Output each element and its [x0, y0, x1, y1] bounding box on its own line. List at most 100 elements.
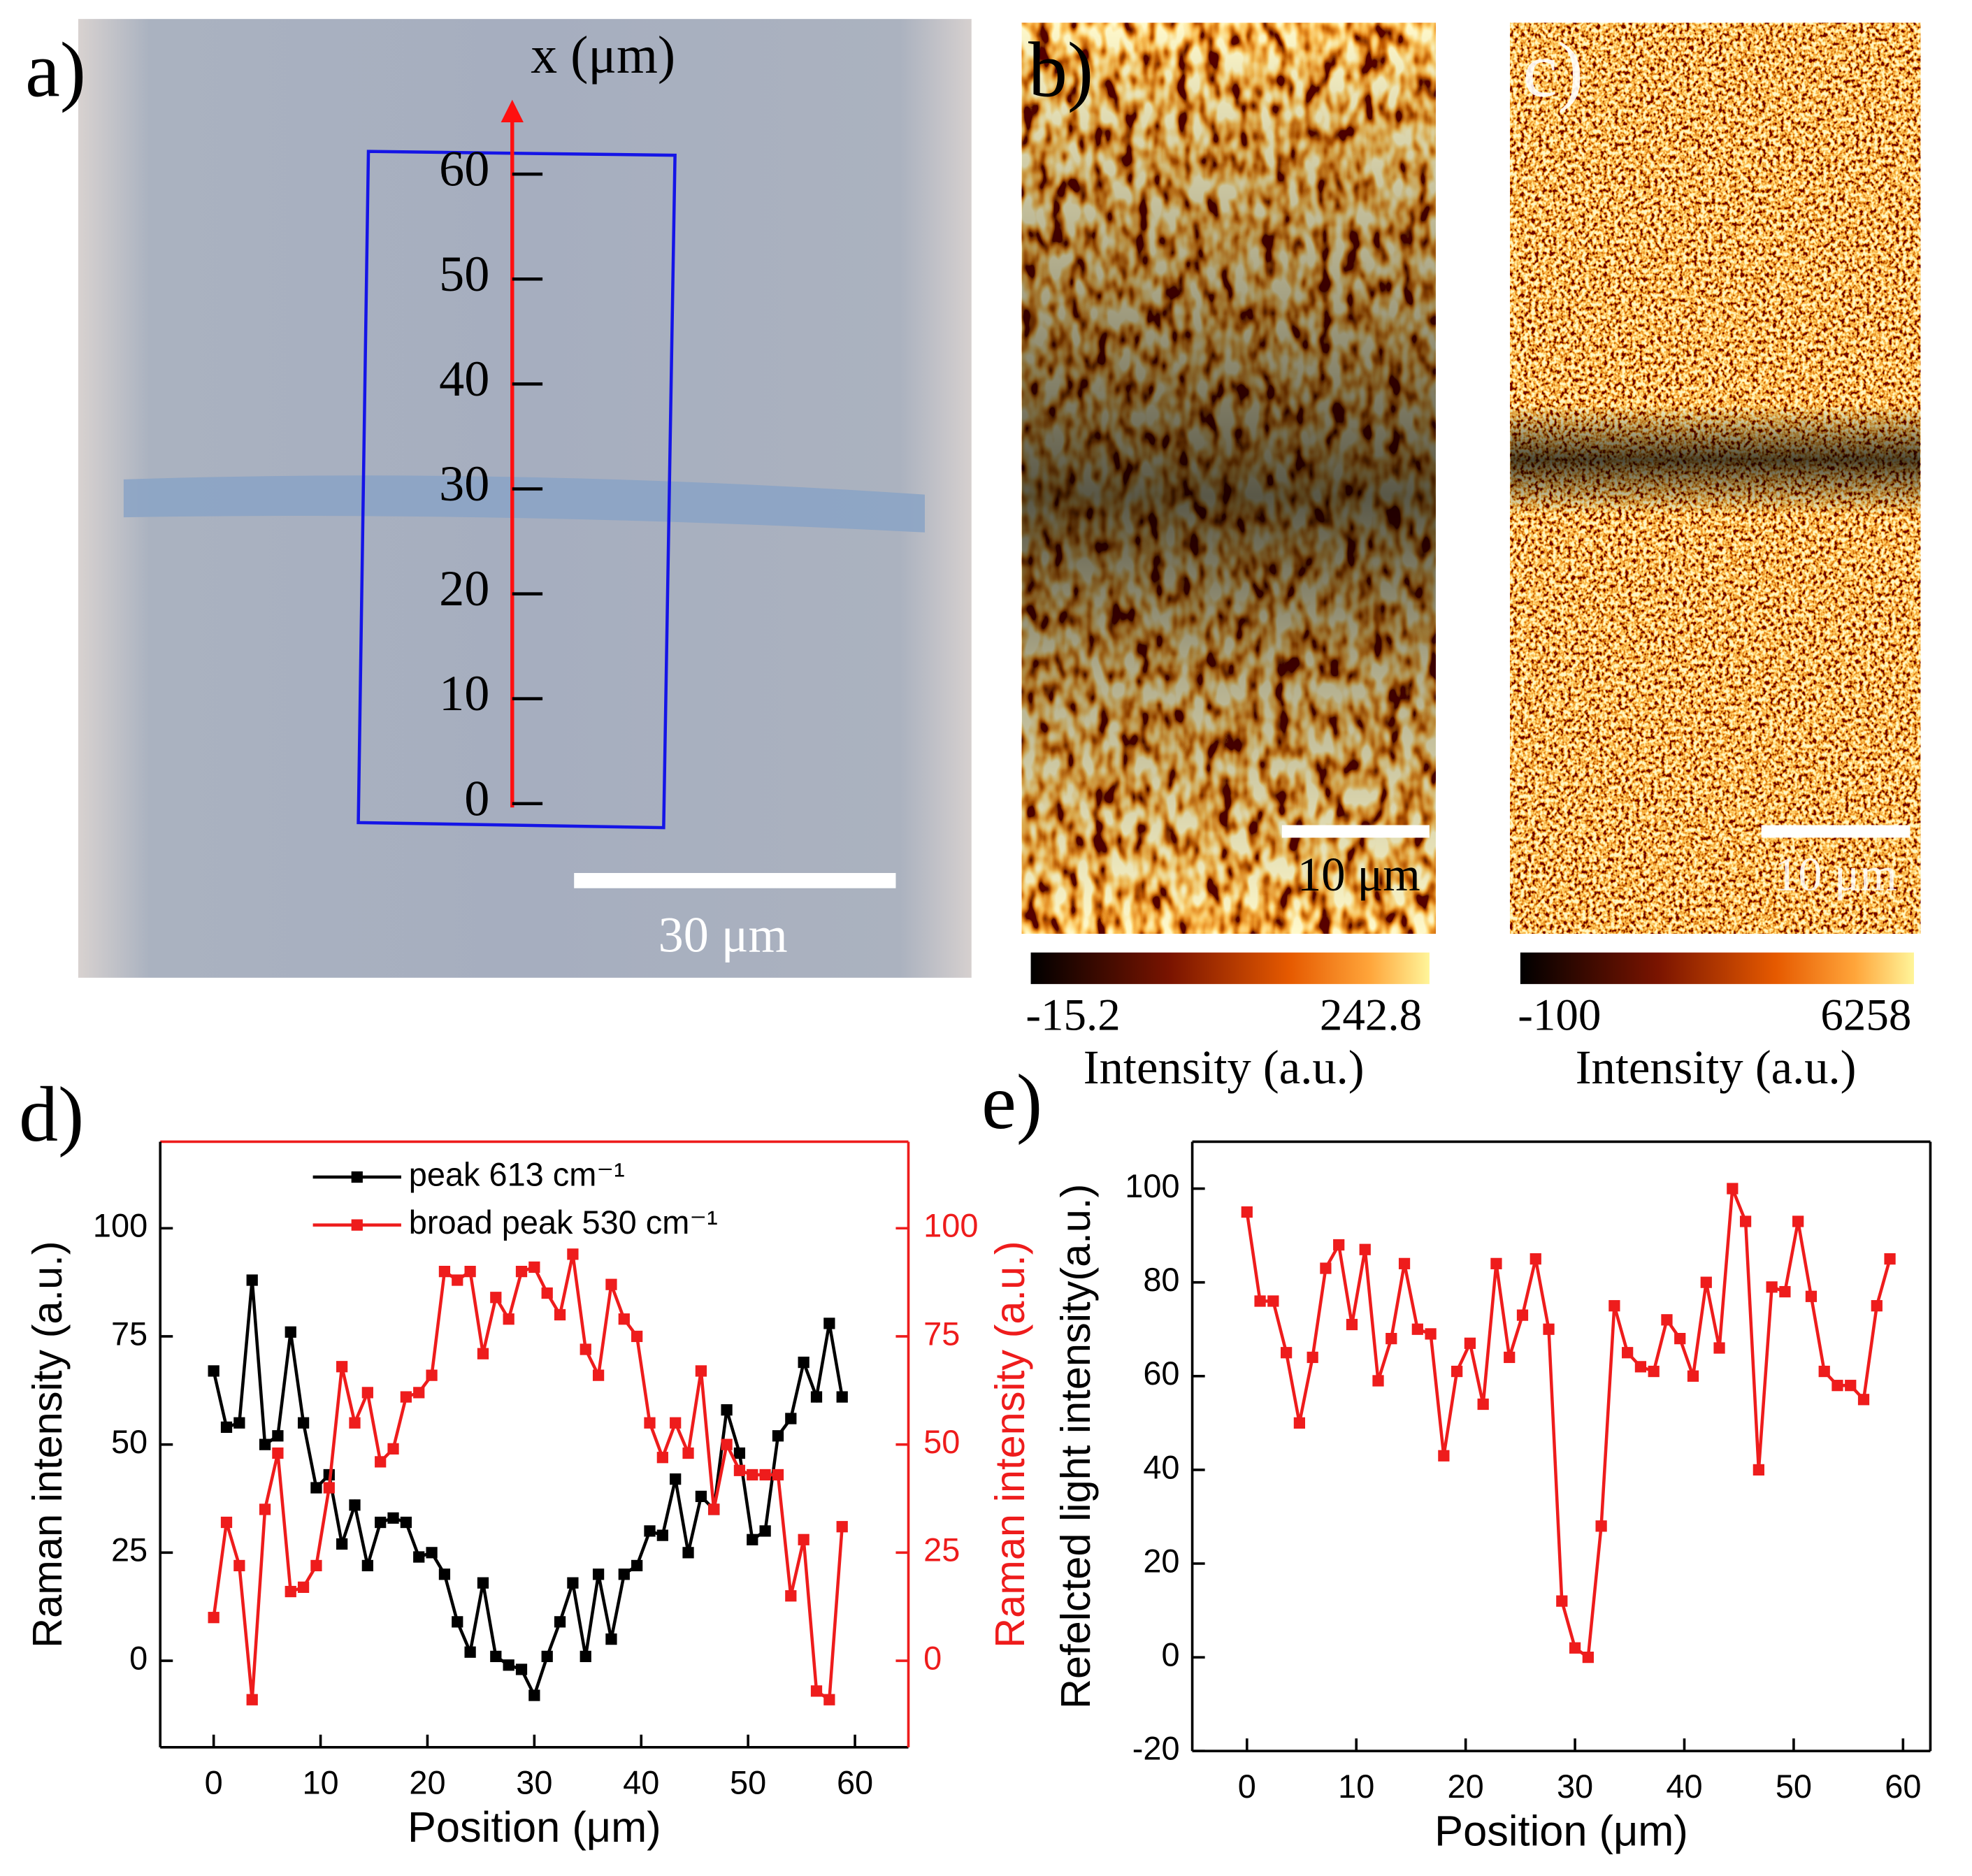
- panel-label: d): [19, 1072, 84, 1158]
- data-point: [772, 1430, 784, 1442]
- x-tick-label: 10: [1338, 1768, 1374, 1805]
- data-point: [798, 1534, 809, 1545]
- data-point: [1490, 1257, 1502, 1269]
- scan-region: [357, 150, 677, 830]
- data-point: [438, 1568, 451, 1580]
- data-point: [375, 1516, 387, 1529]
- data-point: [721, 1404, 733, 1416]
- data-point: [310, 1482, 322, 1494]
- colorbar-label: Intensity (a.u.): [1084, 1041, 1365, 1094]
- panel-label: b): [1028, 27, 1093, 114]
- data-point: [452, 1274, 463, 1286]
- y-tick-label: 40: [1143, 1449, 1179, 1485]
- scale-bar-label: 30 μm: [658, 907, 788, 962]
- data-point: [400, 1391, 412, 1403]
- data-point: [233, 1559, 245, 1572]
- x-tick-label: 20: [1448, 1768, 1484, 1805]
- data-point: [1267, 1295, 1279, 1307]
- data-point: [246, 1694, 258, 1705]
- data-point: [785, 1590, 797, 1602]
- data-point: [1464, 1337, 1476, 1349]
- data-point: [1438, 1450, 1450, 1462]
- colorbar-min: -100: [1518, 990, 1601, 1040]
- colorbar-max: 6258: [1820, 990, 1911, 1040]
- data-point: [1504, 1351, 1516, 1364]
- colorbar-min: -15.2: [1025, 990, 1120, 1040]
- data-point: [567, 1577, 579, 1589]
- data-point: [1700, 1276, 1712, 1288]
- colorbar-max: 242.8: [1320, 990, 1422, 1040]
- heatmap-band: [1510, 22, 1921, 934]
- y2-tick-label: 75: [923, 1315, 960, 1352]
- data-point: [541, 1650, 553, 1662]
- data-point: [695, 1365, 707, 1377]
- data-point: [1320, 1262, 1332, 1274]
- data-point: [1425, 1328, 1437, 1340]
- data-point: [220, 1421, 233, 1434]
- data-point: [810, 1391, 823, 1403]
- data-point: [605, 1633, 617, 1645]
- data-point: [259, 1503, 271, 1515]
- data-point: [528, 1689, 540, 1701]
- x-tick-label: 30: [516, 1764, 552, 1801]
- y2-tick-label: 0: [923, 1640, 942, 1676]
- data-point: [413, 1387, 425, 1399]
- data-point: [1582, 1651, 1594, 1664]
- data-point: [297, 1417, 310, 1429]
- tick-label: 20: [439, 561, 489, 616]
- panel-label: c): [1523, 27, 1583, 114]
- data-point: [1451, 1365, 1463, 1378]
- data-point: [426, 1369, 438, 1381]
- data-point: [1307, 1351, 1318, 1364]
- data-point: [1857, 1394, 1870, 1406]
- data-point: [1634, 1361, 1647, 1373]
- data-point: [1608, 1300, 1620, 1312]
- legend-label: broad peak 530 cm⁻¹: [409, 1204, 718, 1241]
- y-tick-label: 75: [111, 1315, 147, 1352]
- y-tick-label: 0: [129, 1640, 147, 1676]
- data-point: [1753, 1464, 1764, 1476]
- colorbar: [1520, 952, 1914, 984]
- data-point: [1727, 1183, 1739, 1195]
- data-point: [592, 1568, 605, 1580]
- data-point: [464, 1266, 476, 1278]
- data-point: [464, 1646, 476, 1658]
- data-point: [656, 1452, 668, 1464]
- x-tick-label: 10: [302, 1764, 338, 1801]
- y2-tick-label: 25: [923, 1532, 960, 1568]
- data-point: [1818, 1365, 1830, 1378]
- data-point: [567, 1248, 579, 1260]
- data-point: [349, 1499, 361, 1511]
- data-point: [1372, 1375, 1384, 1387]
- axis-title: x (μm): [531, 26, 675, 85]
- data-point: [387, 1512, 399, 1524]
- data-point: [246, 1274, 258, 1286]
- data-point: [272, 1430, 284, 1442]
- data-point: [1398, 1257, 1411, 1269]
- y-axis-label: Refelcted light intensity(a.u.): [1052, 1184, 1099, 1709]
- data-point: [810, 1685, 823, 1697]
- data-point: [1293, 1417, 1306, 1429]
- data-point: [1739, 1215, 1752, 1227]
- x-tick-label: 40: [623, 1764, 659, 1801]
- data-point: [1386, 1333, 1397, 1345]
- data-point: [759, 1469, 771, 1481]
- panel-label: e): [981, 1059, 1042, 1146]
- data-point: [1569, 1642, 1581, 1654]
- data-point: [503, 1659, 514, 1671]
- y2-tick-label: 50: [923, 1424, 960, 1460]
- legend-marker: [351, 1219, 363, 1231]
- x-tick-label: 50: [1776, 1768, 1812, 1805]
- data-point: [721, 1438, 733, 1450]
- x-tick-label: 60: [837, 1764, 873, 1801]
- tick-label: 0: [464, 770, 489, 826]
- data-point: [515, 1664, 528, 1675]
- x-axis-label: Position (μm): [408, 1803, 661, 1852]
- data-point: [272, 1447, 284, 1459]
- data-point: [1687, 1370, 1699, 1382]
- micrograph-stripe: [123, 475, 925, 533]
- axis: 0 10 20 30 40 50 60: [439, 141, 543, 826]
- data-point: [323, 1482, 335, 1494]
- data-point: [1884, 1253, 1896, 1265]
- data-point: [1792, 1215, 1804, 1227]
